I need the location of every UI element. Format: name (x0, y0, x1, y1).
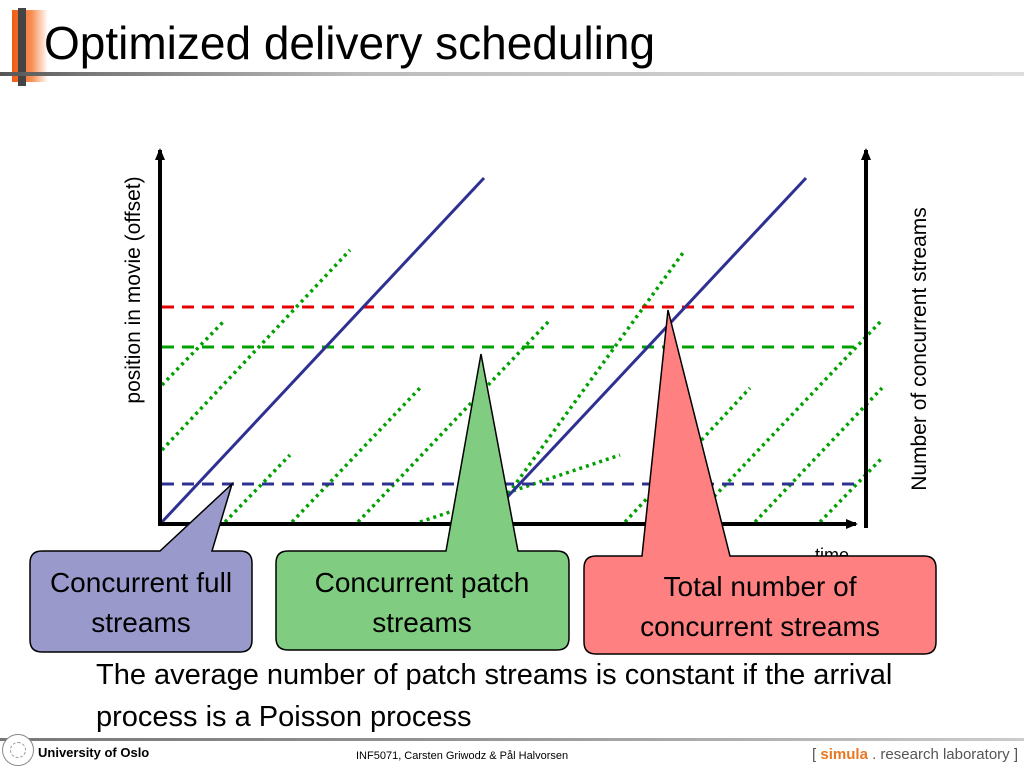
full-stream-line (482, 176, 808, 524)
title-accent-bar (18, 8, 26, 86)
patch-stream-line (818, 456, 884, 524)
callout-patch-streams (275, 353, 570, 651)
footer-lab-logo: [ simula . research laboratory ] (812, 746, 1018, 763)
lab-bracket-open: [ (812, 746, 821, 763)
footer-course: INF5071, Carsten Griwodz & Pål Halvorsen (356, 750, 569, 762)
patch-stream-line (223, 453, 292, 524)
lab-simula: simula (820, 746, 868, 763)
y-axis-label: position in movie (offset) (122, 176, 145, 403)
callout-total-streams (583, 309, 937, 655)
patch-stream-line (290, 386, 422, 524)
patch-stream-line (753, 386, 884, 524)
patch-stream-line (419, 453, 621, 524)
footer-rule (0, 738, 1024, 741)
patch-stream-line (688, 318, 884, 524)
title-bar: Optimized delivery scheduling (0, 0, 1024, 90)
slide-title: Optimized delivery scheduling (44, 17, 656, 69)
right-axis-label: Number of concurrent streams (908, 207, 931, 491)
footer-university: University of Oslo (38, 745, 150, 760)
callout-patch-text: Concurrent patch streams (314, 567, 530, 638)
title-rule (0, 72, 1024, 76)
lab-rest: . research laboratory ] (867, 746, 1018, 763)
callout-total-text: Total number of concurrent streams (640, 571, 880, 642)
body-text: The average number of patch streams is c… (96, 659, 893, 733)
full-stream-line (160, 176, 486, 524)
patch-stream-line (356, 318, 552, 524)
university-seal-icon (2, 734, 34, 766)
callout-full-streams (29, 481, 253, 653)
patch-stream-line (160, 318, 227, 387)
callout-full-text: Concurrent full streams (49, 567, 233, 638)
